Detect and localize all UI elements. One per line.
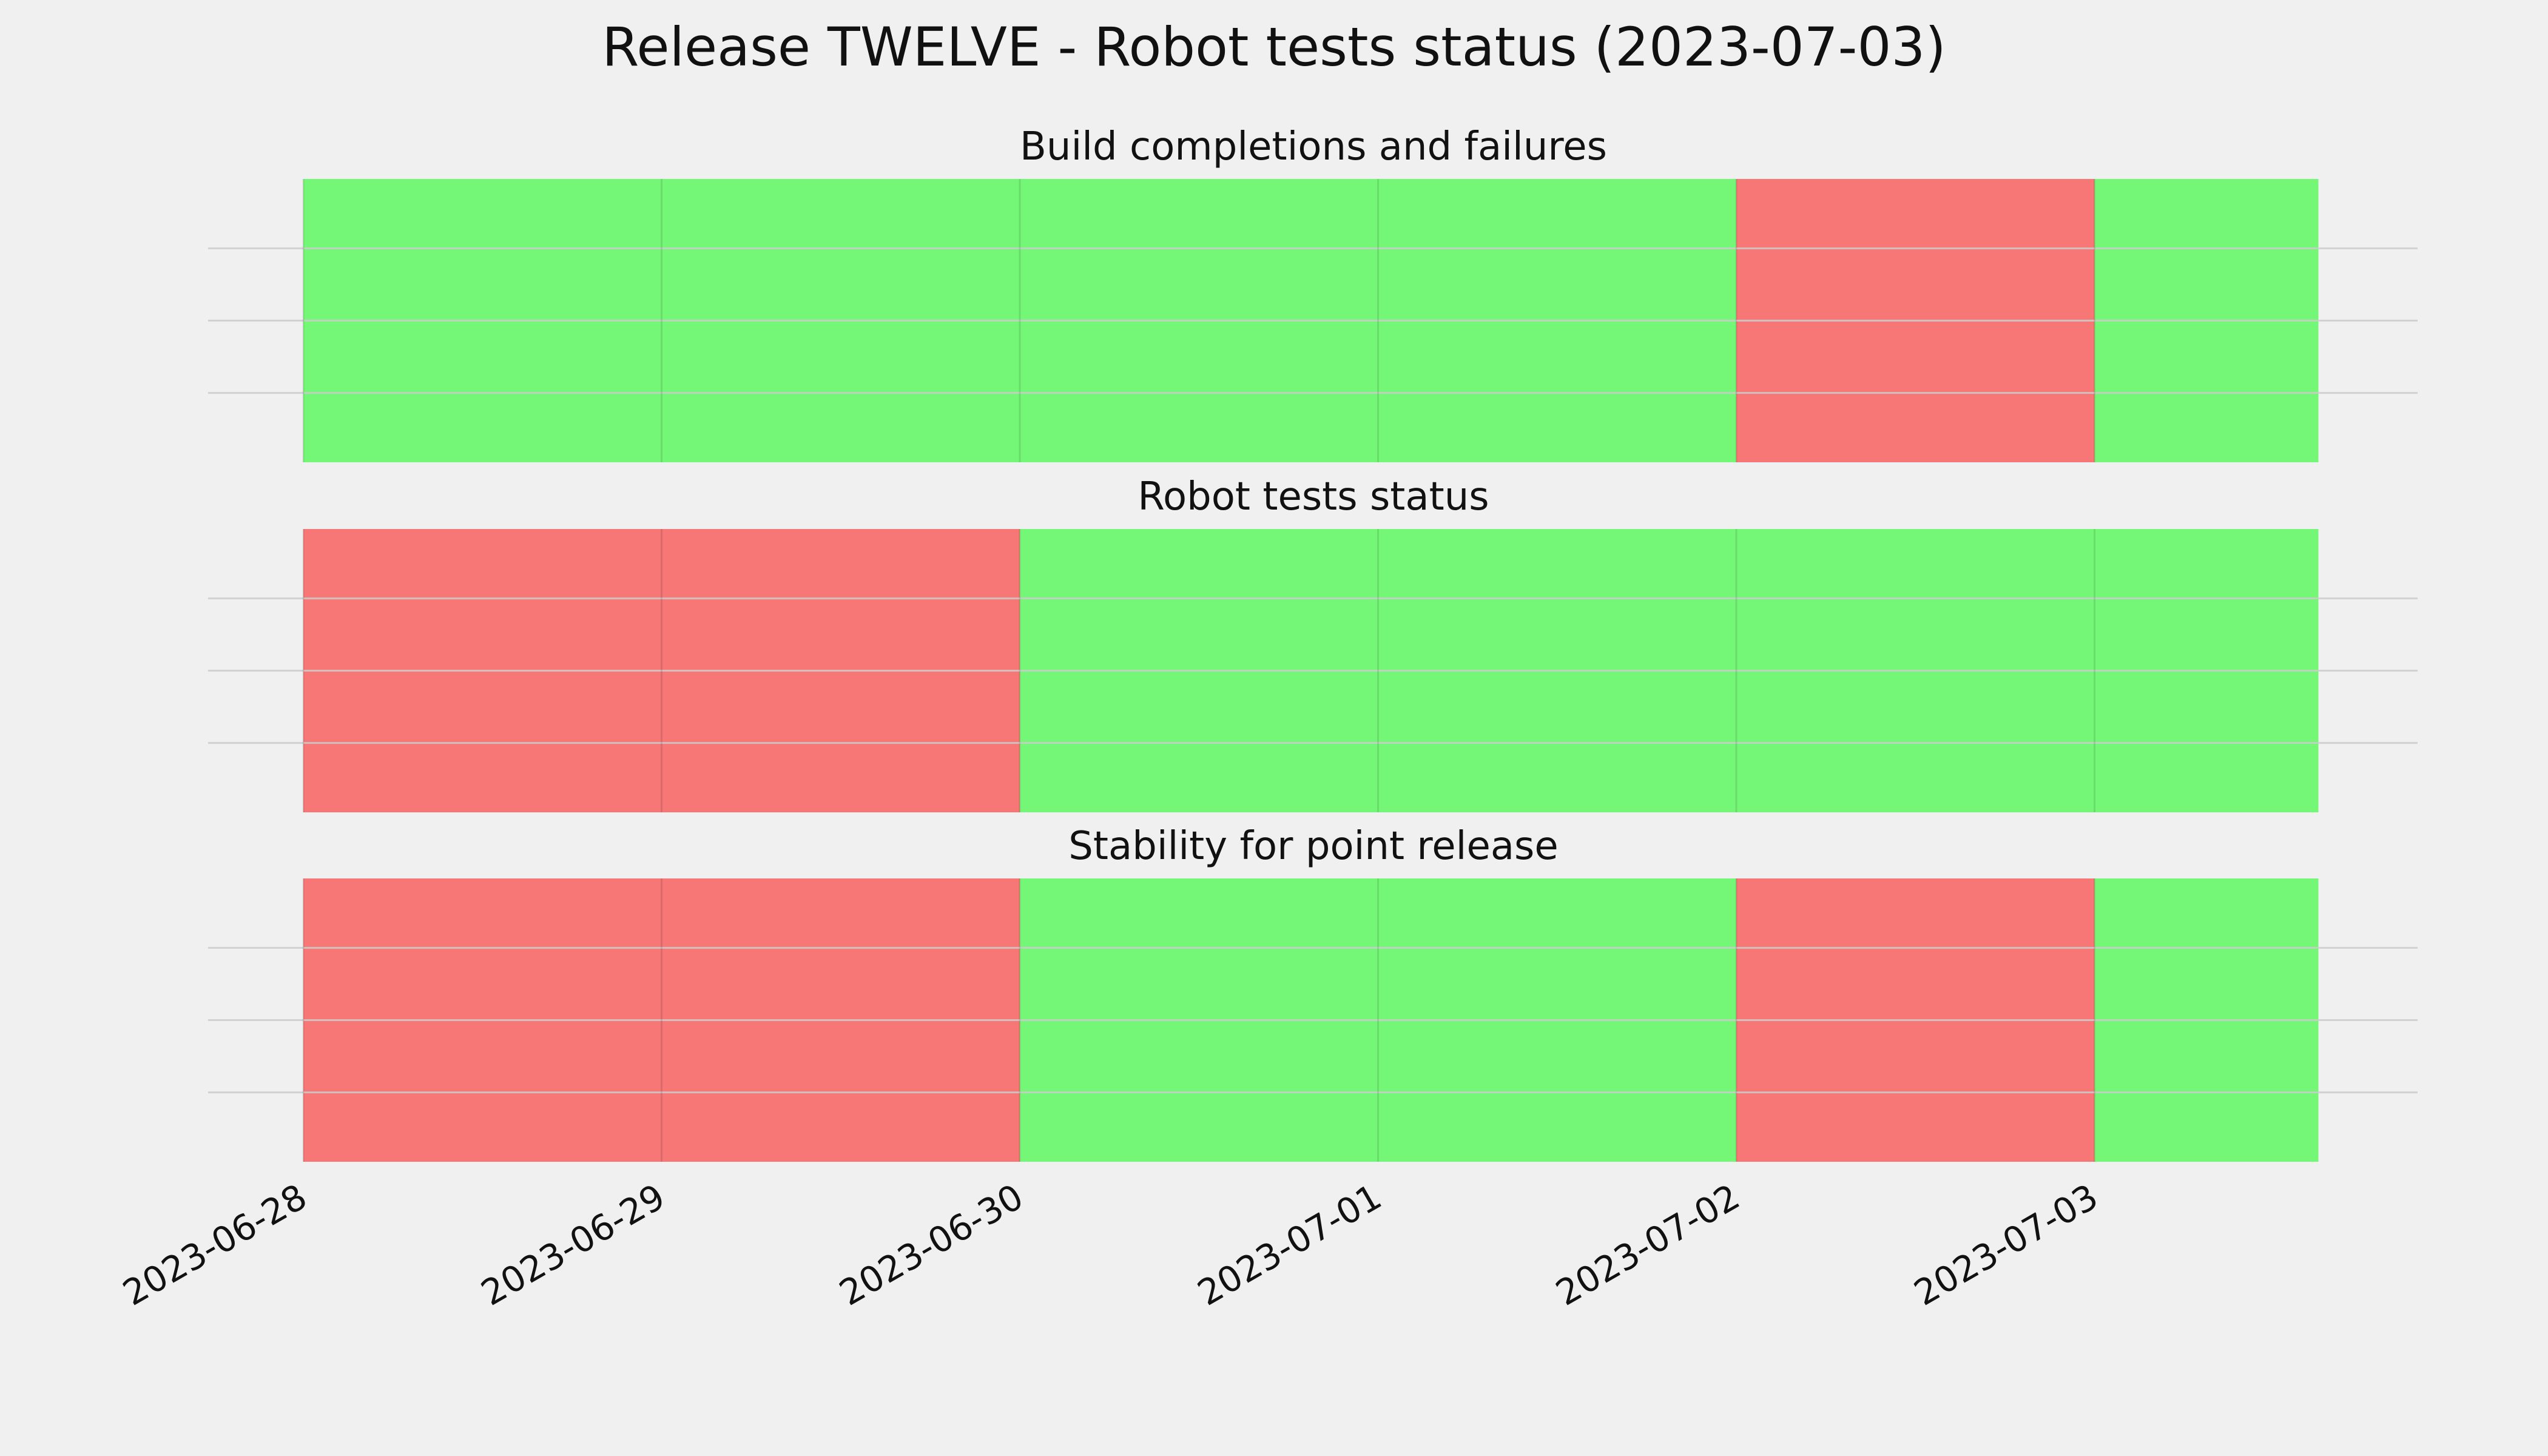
x-tick-label: 2023-06-28 [116, 1176, 314, 1313]
x-tick-label: 2023-06-30 [832, 1176, 1030, 1313]
status-panel: Stability for point release [208, 824, 2418, 1162]
x-tick-label: 2023-07-02 [1549, 1176, 1747, 1313]
x-tick-label: 2023-07-03 [1907, 1176, 2105, 1313]
x-tick-label: 2023-07-01 [1191, 1176, 1389, 1313]
panel-title: Build completions and failures [1020, 124, 1607, 169]
panel-title: Stability for point release [1068, 824, 1559, 869]
panels-layer: Build completions and failures Robot test… [208, 124, 2418, 1162]
x-tick-label: 2023-06-29 [474, 1176, 672, 1313]
x-axis-tick-labels: 2023-06-28 2023-06-29 2023-06-30 2023-07-01… [116, 1176, 2105, 1313]
status-panel: Build completions and failures [208, 124, 2418, 462]
chart-title: Release TWELVE - Robot tests status (202… [602, 16, 1946, 78]
panel-title: Robot tests status [1138, 474, 1489, 519]
status-panel: Robot tests status [208, 474, 2418, 812]
